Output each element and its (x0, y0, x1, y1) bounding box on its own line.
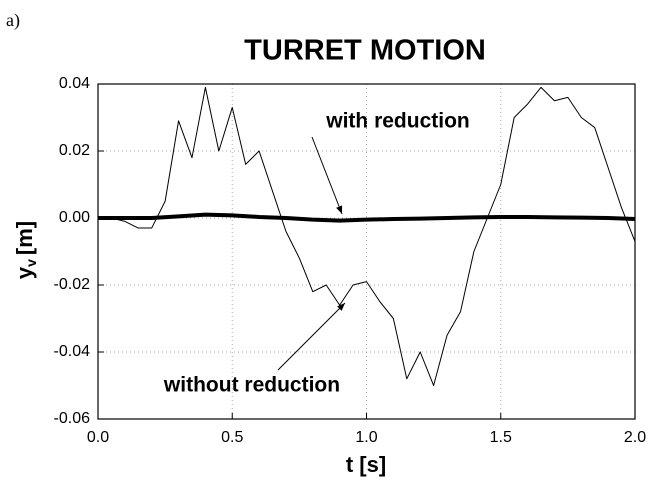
annotation: without reduction (163, 374, 340, 397)
line-series (98, 212, 636, 223)
y-tick-label: 0.02 (59, 142, 90, 159)
x-tick-label: 1.5 (490, 429, 512, 446)
y-label-sub: v (23, 259, 39, 267)
annotation: with reduction (325, 110, 470, 133)
annotation-arrow (277, 302, 346, 371)
y-tick-label: -0.02 (54, 276, 91, 293)
annotation-arrow (311, 136, 343, 215)
y-label-unit: [m] (12, 221, 37, 255)
x-tick-label: 1.0 (355, 429, 377, 446)
x-tick-label: 0.5 (221, 429, 243, 446)
y-tick-label: -0.06 (54, 410, 91, 427)
x-tick-label: 0.0 (87, 429, 109, 446)
chart-title: TURRET MOTION (244, 35, 486, 67)
y-tick-label: -0.04 (54, 343, 91, 360)
line-series (98, 86, 636, 386)
plot-frame (97, 83, 636, 420)
y-label-main: y (12, 266, 37, 279)
x-axis-label: t [s] (346, 452, 386, 477)
y-tick-label: 0.00 (59, 209, 90, 226)
panel-label: a) (6, 10, 20, 31)
x-tick-label: 2.0 (624, 429, 646, 446)
y-axis-label: yv [m] (12, 221, 39, 279)
y-tick-label: 0.04 (59, 75, 90, 92)
